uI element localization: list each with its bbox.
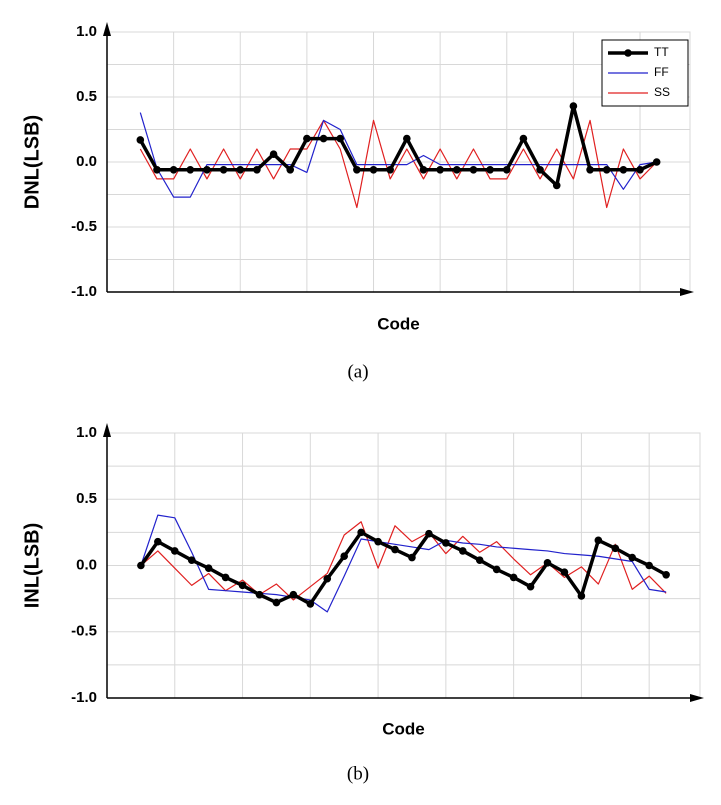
- data-point: [628, 553, 637, 562]
- y-tick-label: -0.5: [71, 218, 97, 235]
- data-point: [255, 590, 264, 599]
- data-point: [369, 166, 378, 174]
- series-line: [140, 514, 667, 613]
- data-point: [611, 544, 620, 553]
- x-axis-arrow: [680, 288, 694, 296]
- data-point: [403, 134, 411, 143]
- data-point: [419, 166, 428, 174]
- data-point: [219, 166, 228, 174]
- y-tick-label: -1.0: [71, 689, 97, 706]
- data-point: [645, 561, 653, 570]
- legend-label: SS: [654, 85, 670, 99]
- data-point: [569, 102, 578, 110]
- y-tick-label: -0.5: [71, 623, 97, 640]
- y-axis-label: DNL(LSB): [21, 115, 43, 209]
- caption: (a): [347, 361, 368, 382]
- series-line: [139, 119, 658, 209]
- data-point: [560, 568, 569, 576]
- data-point: [357, 528, 365, 537]
- data-point: [303, 134, 311, 143]
- data-point: [509, 573, 518, 582]
- data-point: [289, 590, 298, 599]
- data-point: [272, 598, 281, 607]
- data-point: [323, 574, 332, 583]
- data-point: [594, 536, 603, 545]
- data-point: [536, 166, 544, 174]
- data-point: [552, 181, 561, 190]
- data-point: [204, 564, 213, 572]
- data-point: [453, 166, 461, 174]
- series-line: [140, 521, 667, 601]
- data-point: [492, 565, 501, 574]
- data-point: [577, 592, 586, 600]
- data-point: [137, 561, 145, 570]
- data-point: [336, 134, 345, 143]
- data-point: [436, 166, 444, 174]
- data-point: [636, 166, 644, 174]
- y-tick-label: 0.0: [76, 556, 97, 573]
- series-line: [139, 112, 657, 198]
- data-point: [221, 573, 230, 582]
- data-point: [662, 570, 670, 579]
- data-point: [340, 552, 349, 561]
- data-point: [374, 537, 382, 546]
- data-point: [353, 166, 361, 174]
- y-tick-label: 1.0: [76, 23, 97, 40]
- y-axis-label: INL(LSB): [21, 523, 43, 609]
- data-point: [386, 166, 394, 174]
- data-point: [136, 136, 145, 144]
- data-point: [586, 166, 594, 174]
- data-point: [306, 600, 315, 608]
- data-point: [236, 166, 245, 174]
- data-point: [186, 166, 195, 174]
- data-point: [286, 166, 295, 174]
- data-point: [169, 166, 178, 174]
- data-point: [486, 166, 494, 174]
- data-point: [619, 166, 628, 174]
- data-point: [203, 166, 211, 174]
- data-point: [253, 166, 261, 174]
- data-point: [408, 553, 416, 562]
- y-tick-label: 0.5: [76, 88, 97, 105]
- data-point: [602, 166, 611, 174]
- series-line: [139, 530, 667, 606]
- y-tick-label: 0.5: [76, 490, 97, 507]
- data-point: [442, 539, 450, 547]
- legend-label: FF: [654, 65, 669, 79]
- x-axis-label: Code: [382, 719, 425, 738]
- y-axis-arrow: [103, 423, 111, 437]
- legend-marker: [624, 49, 632, 57]
- caption: (b): [347, 763, 369, 784]
- data-point: [319, 134, 328, 143]
- data-point: [652, 158, 661, 166]
- data-point: [154, 537, 162, 546]
- data-point: [187, 556, 196, 564]
- y-axis-arrow: [103, 22, 111, 36]
- y-tick-label: 0.0: [76, 153, 97, 170]
- legend-label: TT: [654, 45, 669, 59]
- data-point: [502, 166, 511, 174]
- data-point: [391, 545, 399, 554]
- data-point: [519, 134, 528, 143]
- data-point: [425, 529, 433, 538]
- data-point: [170, 547, 179, 555]
- data-point: [475, 556, 484, 564]
- y-tick-label: 1.0: [76, 424, 97, 441]
- data-point: [153, 166, 161, 174]
- data-point: [238, 581, 247, 590]
- series-line: [138, 104, 658, 188]
- data-point: [526, 582, 535, 591]
- x-axis-arrow: [690, 694, 704, 702]
- y-tick-label: -1.0: [71, 283, 97, 300]
- data-point: [269, 150, 278, 158]
- x-axis-label: Code: [377, 314, 420, 333]
- data-point: [469, 166, 478, 174]
- data-point: [543, 559, 552, 567]
- data-point: [459, 547, 467, 555]
